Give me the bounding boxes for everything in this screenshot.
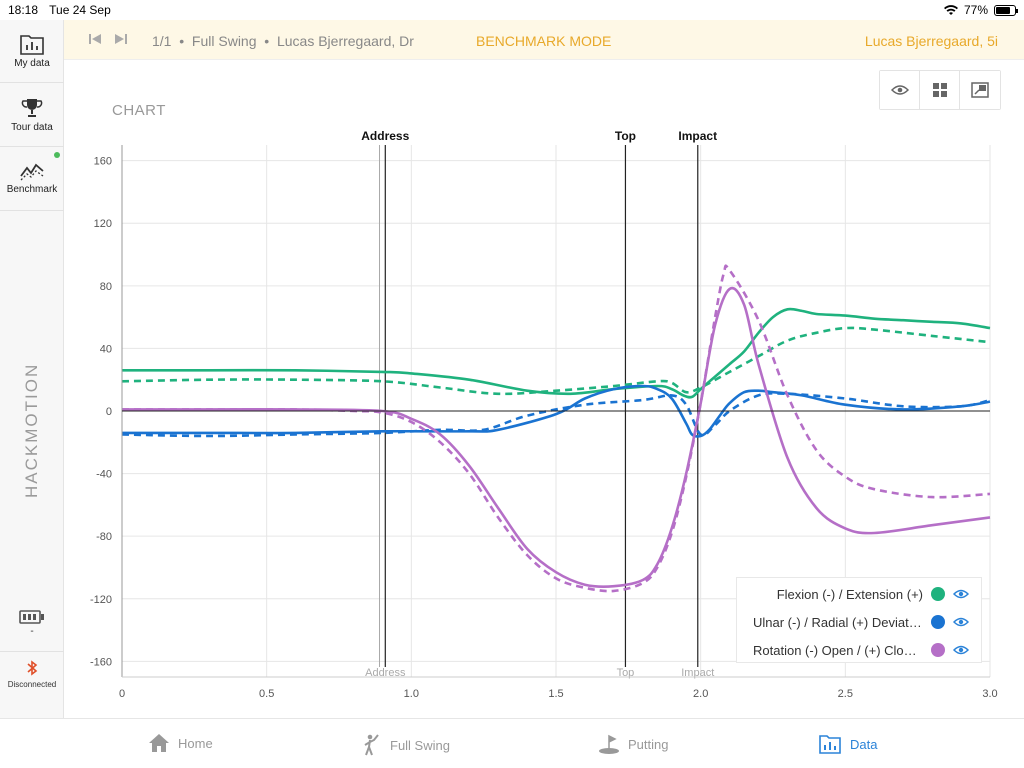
tab-label: Data	[850, 736, 878, 752]
sidebar-item-tour-data[interactable]: Tour data	[0, 84, 64, 147]
mode-label: BENCHMARK MODE	[476, 33, 612, 49]
legend-item-ulnar[interactable]: Ulnar (-) / Radial (+) Deviation	[753, 612, 969, 632]
sidebar: My data Tour data Benchmark HACKMOTION -…	[0, 20, 64, 718]
sidebar-item-label: Tour data	[11, 122, 53, 133]
x-tick-label: 1.0	[404, 688, 419, 700]
x-tick-label: 2.5	[838, 688, 853, 700]
tab-full-swing[interactable]: Full Swing	[358, 733, 450, 757]
eye-icon[interactable]	[953, 588, 969, 600]
y-tick-label: 80	[100, 281, 112, 293]
battery-percent: 77%	[963, 3, 988, 17]
series-line-rotation-benchmark	[121, 264, 991, 593]
breadcrumb: 1/1 • Full Swing • Lucas Bjerregaard, Dr	[152, 33, 414, 49]
battery-icon	[994, 4, 1018, 16]
sidebar-item-my-data[interactable]: My data	[0, 20, 64, 83]
eye-icon[interactable]	[953, 616, 969, 628]
record-nav	[88, 32, 128, 46]
grid-view-button[interactable]	[920, 71, 960, 109]
status-bar: 18:18 Tue 24 Sep 77%	[0, 0, 1024, 20]
y-tick-label: 160	[94, 156, 112, 168]
marker-label: Impact	[678, 129, 717, 143]
grid-icon	[932, 83, 947, 97]
series-line-rotation-open-closed	[121, 286, 991, 588]
device-battery-icon	[19, 610, 44, 624]
chart-series	[121, 264, 991, 593]
benchmark-player[interactable]: Lucas Bjerregaard, 5i	[864, 33, 998, 49]
x-tick-label: 0.5	[259, 688, 274, 700]
chart-legend: Flexion (-) / Extension (+) Ulnar (-) / …	[736, 577, 982, 663]
view-toggle-group	[879, 70, 1001, 110]
sidebar-item-label: My data	[14, 58, 50, 69]
y-tick-label: -120	[90, 594, 112, 606]
bluetooth-icon	[27, 660, 38, 676]
marker-label: Address	[361, 129, 409, 143]
chart-axes: 160 120 80 40 0 -40 -80 -120 -160 0 0.5 1.0 1.5 2.0 2.…	[90, 145, 998, 700]
y-tick-label: -160	[90, 656, 112, 668]
fullscreen-button[interactable]	[960, 71, 1000, 109]
status-right: 77%	[943, 3, 1018, 17]
series-line-ulnar-benchmark	[121, 392, 991, 438]
y-tick-label: 0	[106, 406, 112, 418]
tab-bar: Home Full Swing Putting Data	[0, 718, 1024, 768]
status-left: 18:18 Tue 24 Sep	[8, 3, 111, 17]
device-battery-text: -	[30, 626, 34, 637]
x-tick-label: 3.0	[982, 688, 997, 700]
legend-label: Rotation (-) Open / (+) Closed	[753, 642, 923, 658]
eye-icon	[890, 85, 909, 95]
legend-swatch	[931, 615, 945, 629]
next-icon[interactable]	[114, 32, 128, 46]
marker-label-bottom: Top	[617, 667, 635, 679]
legend-item-rotation[interactable]: Rotation (-) Open / (+) Closed	[753, 640, 969, 660]
putting-icon	[599, 734, 619, 754]
sidebar-item-label: Benchmark	[6, 184, 58, 195]
bluetooth-label: Disconnected	[7, 680, 57, 689]
y-tick-label: 120	[94, 218, 112, 230]
legend-label: Flexion (-) / Extension (+)	[776, 586, 923, 602]
marker-label-bottom: Impact	[681, 667, 714, 679]
x-tick-label: 2.0	[693, 688, 708, 700]
brand-text: HACKMOTION	[22, 363, 41, 498]
legend-label: Ulnar (-) / Radial (+) Deviation	[753, 614, 923, 630]
y-tick-label: -80	[96, 531, 112, 543]
tab-home[interactable]: Home	[148, 733, 213, 753]
data-chart-icon	[819, 735, 841, 754]
eye-icon[interactable]	[953, 644, 969, 656]
brand-logo: HACKMOTION	[22, 363, 41, 498]
x-tick-label: 0	[119, 688, 125, 700]
wifi-icon	[943, 4, 958, 15]
tab-label: Full Swing	[390, 737, 450, 753]
chart: Address Address Top Top Impact Impact 160 120 8…	[90, 129, 998, 700]
legend-swatch	[931, 587, 945, 601]
visibility-button[interactable]	[880, 71, 920, 109]
legend-item-flexion[interactable]: Flexion (-) / Extension (+)	[753, 584, 969, 604]
tab-label: Home	[178, 735, 213, 751]
home-icon	[149, 734, 169, 752]
chart-title: CHART	[112, 102, 166, 119]
expand-icon	[971, 82, 989, 98]
legend-swatch	[931, 643, 945, 657]
series-line-flexion-benchmark	[121, 326, 991, 396]
status-date: Tue 24 Sep	[49, 3, 111, 17]
status-time: 18:18	[8, 3, 39, 17]
y-tick-label: -40	[96, 469, 112, 481]
golfer-icon	[364, 734, 379, 756]
previous-icon[interactable]	[88, 32, 102, 46]
x-tick-label: 1.5	[548, 688, 563, 700]
tab-label: Putting	[628, 736, 669, 752]
marker-label: Top	[615, 129, 636, 143]
sidebar-item-benchmark[interactable]: Benchmark	[0, 148, 64, 211]
marker-label-bottom: Address	[365, 667, 406, 679]
folder-chart-icon	[20, 35, 44, 55]
top-bar: 1/1 • Full Swing • Lucas Bjerregaard, Dr…	[64, 20, 1024, 60]
device-battery: -	[0, 600, 64, 652]
trophy-icon	[21, 99, 43, 117]
y-tick-label: 40	[100, 343, 112, 355]
tab-putting[interactable]: Putting	[598, 733, 668, 755]
benchmark-chart-icon	[20, 163, 44, 181]
bluetooth-status[interactable]: Disconnected	[0, 660, 64, 689]
event-markers: Address Address Top Top Impact Impact	[361, 129, 717, 679]
tab-data[interactable]: Data	[818, 733, 877, 755]
